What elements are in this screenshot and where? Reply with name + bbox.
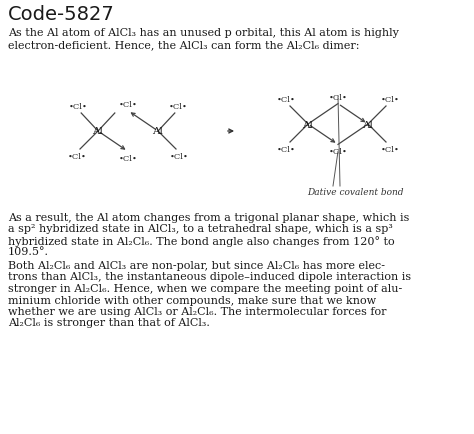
Text: Al: Al [302,120,313,129]
Text: minium chloride with other compounds, make sure that we know: minium chloride with other compounds, ma… [8,295,376,305]
Text: Code-5827: Code-5827 [8,5,115,24]
Text: electron-deficient. Hence, the AlCl₃ can form the Al₂Cl₆ dimer:: electron-deficient. Hence, the AlCl₃ can… [8,40,359,50]
Text: trons than AlCl₃, the instantaneous dipole–induced dipole interaction is: trons than AlCl₃, the instantaneous dipo… [8,272,411,282]
Text: Al₂Cl₆ is stronger than that of AlCl₃.: Al₂Cl₆ is stronger than that of AlCl₃. [8,318,210,328]
Text: •Cl•: •Cl• [381,96,400,104]
Text: •Cl•: •Cl• [118,155,137,163]
Text: •Cl•: •Cl• [276,146,295,154]
Text: a sp² hybridized state in AlCl₃, to a tetrahedral shape, which is a sp³: a sp² hybridized state in AlCl₃, to a te… [8,224,393,234]
Text: •Cl•: •Cl• [328,148,347,156]
Text: •Cl•: •Cl• [276,96,295,104]
Text: •Cl•: •Cl• [381,146,400,154]
Text: Al: Al [92,127,103,136]
Text: As the Al atom of AlCl₃ has an unused p orbital, this Al atom is highly: As the Al atom of AlCl₃ has an unused p … [8,28,399,38]
Text: 109.5°.: 109.5°. [8,247,49,257]
Text: Al: Al [363,120,374,129]
Text: •Cl•: •Cl• [170,153,189,161]
Text: hybridized state in Al₂Cl₆. The bond angle also changes from 120° to: hybridized state in Al₂Cl₆. The bond ang… [8,236,395,247]
Text: •Cl•: •Cl• [69,103,88,111]
Text: •Cl•: •Cl• [68,153,86,161]
Text: stronger in Al₂Cl₆. Hence, when we compare the meeting point of alu-: stronger in Al₂Cl₆. Hence, when we compa… [8,283,402,293]
Text: •Cl•: •Cl• [328,93,347,102]
Text: Dative covalent bond: Dative covalent bond [307,187,403,197]
Text: Both Al₂Cl₆ and AlCl₃ are non-polar, but since Al₂Cl₆ has more elec-: Both Al₂Cl₆ and AlCl₃ are non-polar, but… [8,260,385,270]
Text: •Cl•: •Cl• [118,100,137,108]
Text: Al: Al [153,127,164,136]
Text: •Cl•: •Cl• [168,103,187,111]
Text: whether we are using AlCl₃ or Al₂Cl₆. The intermolecular forces for: whether we are using AlCl₃ or Al₂Cl₆. Th… [8,306,386,316]
Text: As a result, the Al atom changes from a trigonal planar shape, which is: As a result, the Al atom changes from a … [8,213,410,223]
